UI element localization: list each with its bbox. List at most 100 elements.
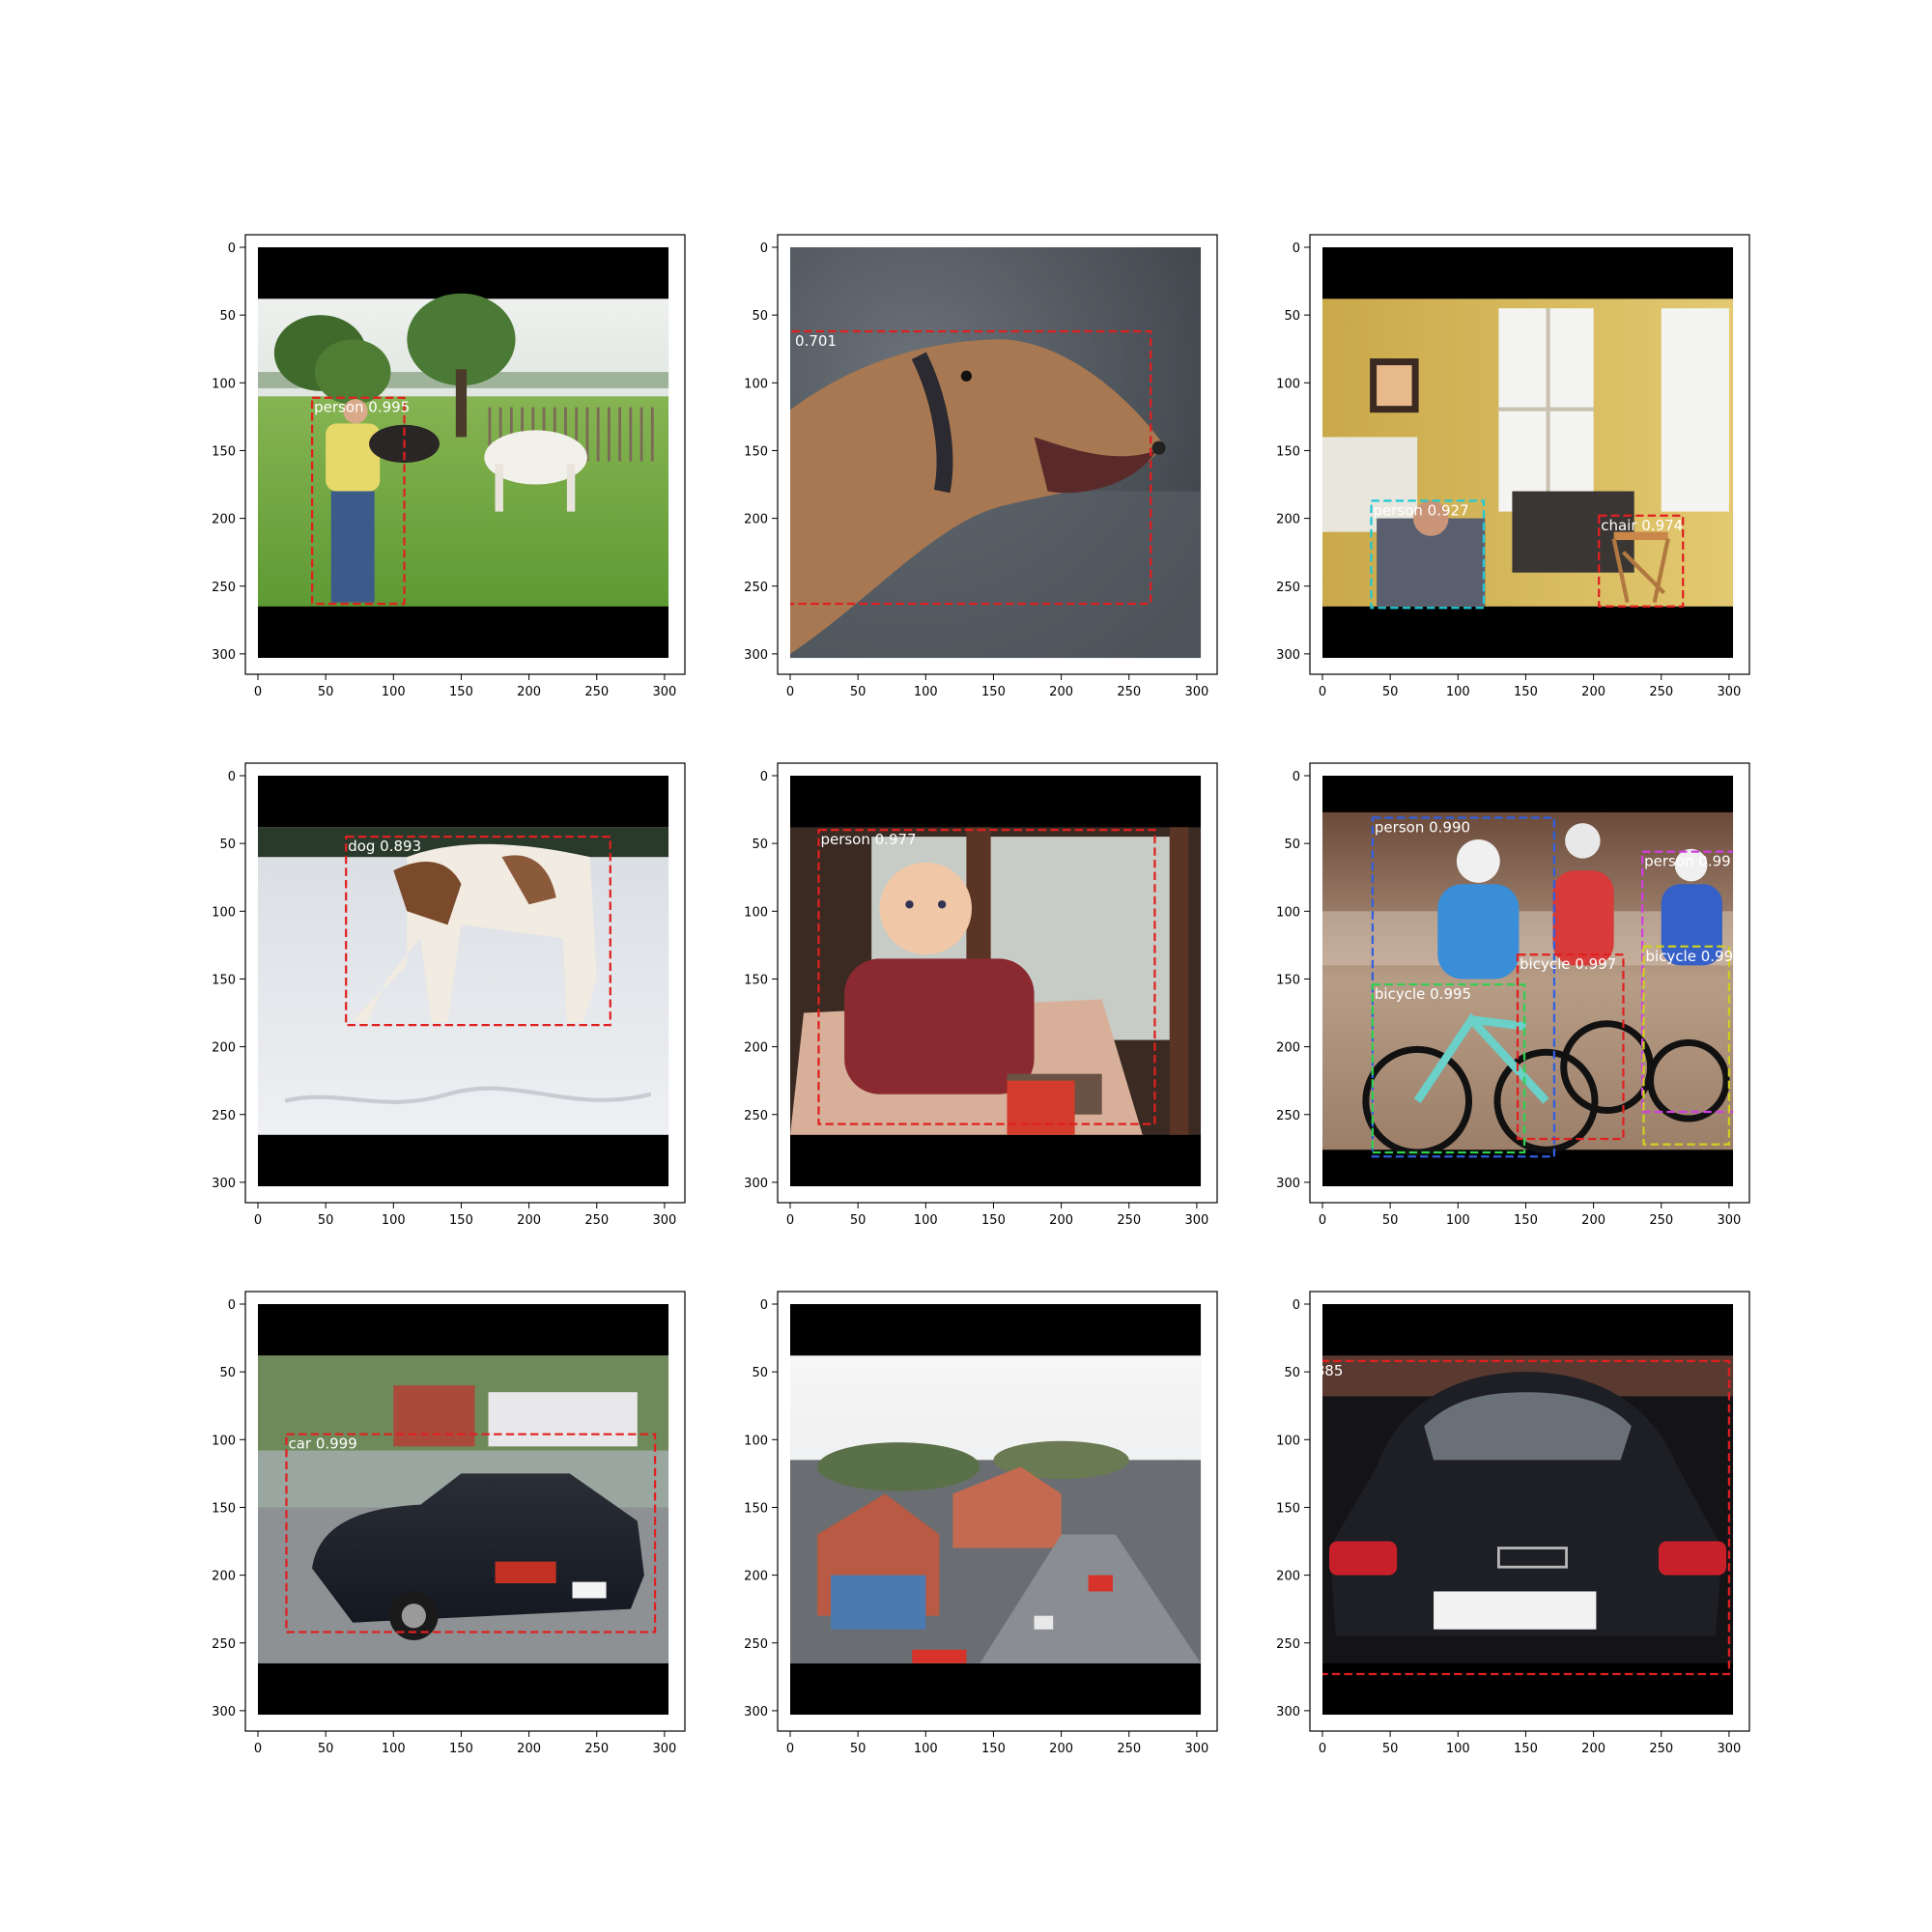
y-tick-label: 300 (212, 1177, 236, 1191)
x-tick-label: 250 (1649, 1742, 1673, 1756)
x-tick-label: 200 (1581, 1213, 1605, 1228)
y-tick-label: 0 (760, 1298, 768, 1313)
panel-1: person 0.995 0 50 100 150 200 250 300 0 50 100 150 2… (212, 234, 686, 699)
panel-image: person 0.977 (790, 776, 1202, 1187)
y-tick-label: 0 (228, 242, 236, 256)
dog-figure (790, 339, 1163, 654)
detection-label: car 0.999 (288, 1435, 356, 1453)
x-tick-label: 200 (517, 1213, 541, 1228)
y-tick-label: 200 (1276, 513, 1300, 527)
y-tick-label: 250 (212, 1109, 236, 1123)
y-tick-label: 200 (212, 1041, 236, 1056)
y-tick-label: 200 (1276, 1041, 1300, 1056)
y-tick-label: 250 (744, 1637, 768, 1652)
panel-8: 0 50 100 150 200 250 300 0 50 100 150 200 250 300 (744, 1291, 1218, 1756)
y-tick-label: 300 (1276, 1177, 1300, 1191)
y-tick-label: 300 (212, 1705, 236, 1719)
detection-label: person 0.990 (1375, 818, 1470, 836)
x-tick-label: 300 (652, 685, 676, 699)
chair-figure (1613, 531, 1668, 541)
y-tick-label: 250 (1276, 1637, 1300, 1652)
panel-image: .885 (1311, 1304, 1734, 1716)
x-tick-label: 200 (517, 685, 541, 699)
y-tick-label: 300 (744, 1177, 768, 1191)
y-tick-label: 0 (228, 770, 236, 784)
y-tick-label: 100 (1276, 1434, 1300, 1448)
x-tick-label: 250 (1117, 685, 1141, 699)
y-tick-label: 200 (212, 513, 236, 527)
y-tick-label: 50 (219, 309, 236, 324)
panel-3: person 0.927 chair 0.974 0 50 100 150 200 250 30… (1276, 234, 1750, 699)
person-figure (1437, 884, 1520, 980)
x-tick-label: 100 (914, 1742, 938, 1756)
detection-box (310, 396, 406, 606)
panel-image: dog 0.893 (258, 776, 669, 1187)
x-tick-label: 250 (1117, 1742, 1141, 1756)
x-tick-label: 250 (584, 1742, 609, 1756)
y-tick-label: 300 (1276, 1705, 1300, 1719)
panel-6: person 0.990 person 0.99 bicycle 0.997 bicy… (1276, 762, 1750, 1228)
y-tick-label: 150 (744, 1501, 768, 1516)
y-tick-label: 100 (212, 905, 236, 920)
x-tick-label: 0 (786, 1742, 794, 1756)
y-tick-label: 0 (1293, 1298, 1300, 1313)
y-tick-label: 300 (212, 648, 236, 663)
panel-image: person 0.927 chair 0.974 (1322, 247, 1734, 659)
detection-box (1371, 982, 1526, 1154)
detection-label: bicycle 0.997 (1520, 955, 1616, 973)
y-tick-label: 200 (744, 1570, 768, 1584)
detection-box (1640, 850, 1734, 1114)
x-tick-label: 200 (1049, 1213, 1073, 1228)
detection-label: g 0.701 (781, 332, 837, 350)
x-tick-label: 50 (850, 1742, 867, 1756)
x-tick-label: 100 (382, 685, 406, 699)
x-tick-label: 100 (914, 685, 938, 699)
y-tick-label: 150 (1276, 973, 1300, 987)
panel-image (790, 1304, 1202, 1716)
y-tick-label: 150 (1276, 444, 1300, 459)
y-tick-label: 200 (1276, 1570, 1300, 1584)
x-tick-label: 100 (382, 1742, 406, 1756)
panel-image: person 0.990 person 0.99 bicycle 0.997 bicy… (1322, 776, 1734, 1187)
detection-label: dog 0.893 (348, 838, 421, 855)
x-tick-label: 150 (449, 1742, 473, 1756)
x-tick-label: 50 (1382, 685, 1399, 699)
panel-9: .885 0 50 100 150 200 250 300 0 50 100 150 200 250 300 (1276, 1291, 1750, 1756)
x-tick-label: 250 (1117, 1213, 1141, 1228)
y-tick-label: 50 (752, 838, 768, 852)
y-tick-label: 100 (744, 377, 768, 391)
detection-box (1516, 953, 1625, 1141)
x-tick-label: 50 (1382, 1742, 1399, 1756)
y-tick-label: 150 (212, 444, 236, 459)
x-tick-label: 100 (1446, 1213, 1470, 1228)
x-tick-label: 0 (1319, 1213, 1326, 1228)
panel-5: person 0.977 0 50 100 150 200 250 300 0 50 100 150 2… (744, 762, 1218, 1228)
y-tick-label: 150 (1276, 1501, 1300, 1516)
detection-box (790, 329, 1152, 606)
y-tick-label: 300 (1276, 648, 1300, 663)
x-tick-label: 100 (914, 1213, 938, 1228)
x-tick-label: 150 (449, 1213, 473, 1228)
y-tick-label: 0 (760, 770, 768, 784)
detection-label: person 0.977 (820, 831, 916, 848)
detection-label: person 0.99 (1644, 853, 1731, 870)
x-tick-label: 150 (1514, 1742, 1538, 1756)
detection-box (817, 828, 1156, 1125)
x-tick-label: 50 (850, 685, 867, 699)
x-tick-label: 150 (1514, 1213, 1538, 1228)
x-tick-label: 150 (981, 1213, 1006, 1228)
y-tick-label: 150 (212, 973, 236, 987)
y-tick-label: 50 (219, 838, 236, 852)
x-tick-label: 50 (318, 1742, 334, 1756)
x-tick-label: 200 (1581, 685, 1605, 699)
y-tick-label: 100 (1276, 377, 1300, 391)
x-tick-label: 200 (517, 1742, 541, 1756)
x-tick-label: 50 (318, 1213, 334, 1228)
detection-box (345, 836, 611, 1027)
detection-label: .885 (1311, 1362, 1343, 1379)
panel-image: car 0.999 (258, 1304, 669, 1716)
detection-box (1642, 945, 1731, 1146)
x-tick-label: 0 (254, 685, 262, 699)
y-tick-label: 300 (744, 648, 768, 663)
